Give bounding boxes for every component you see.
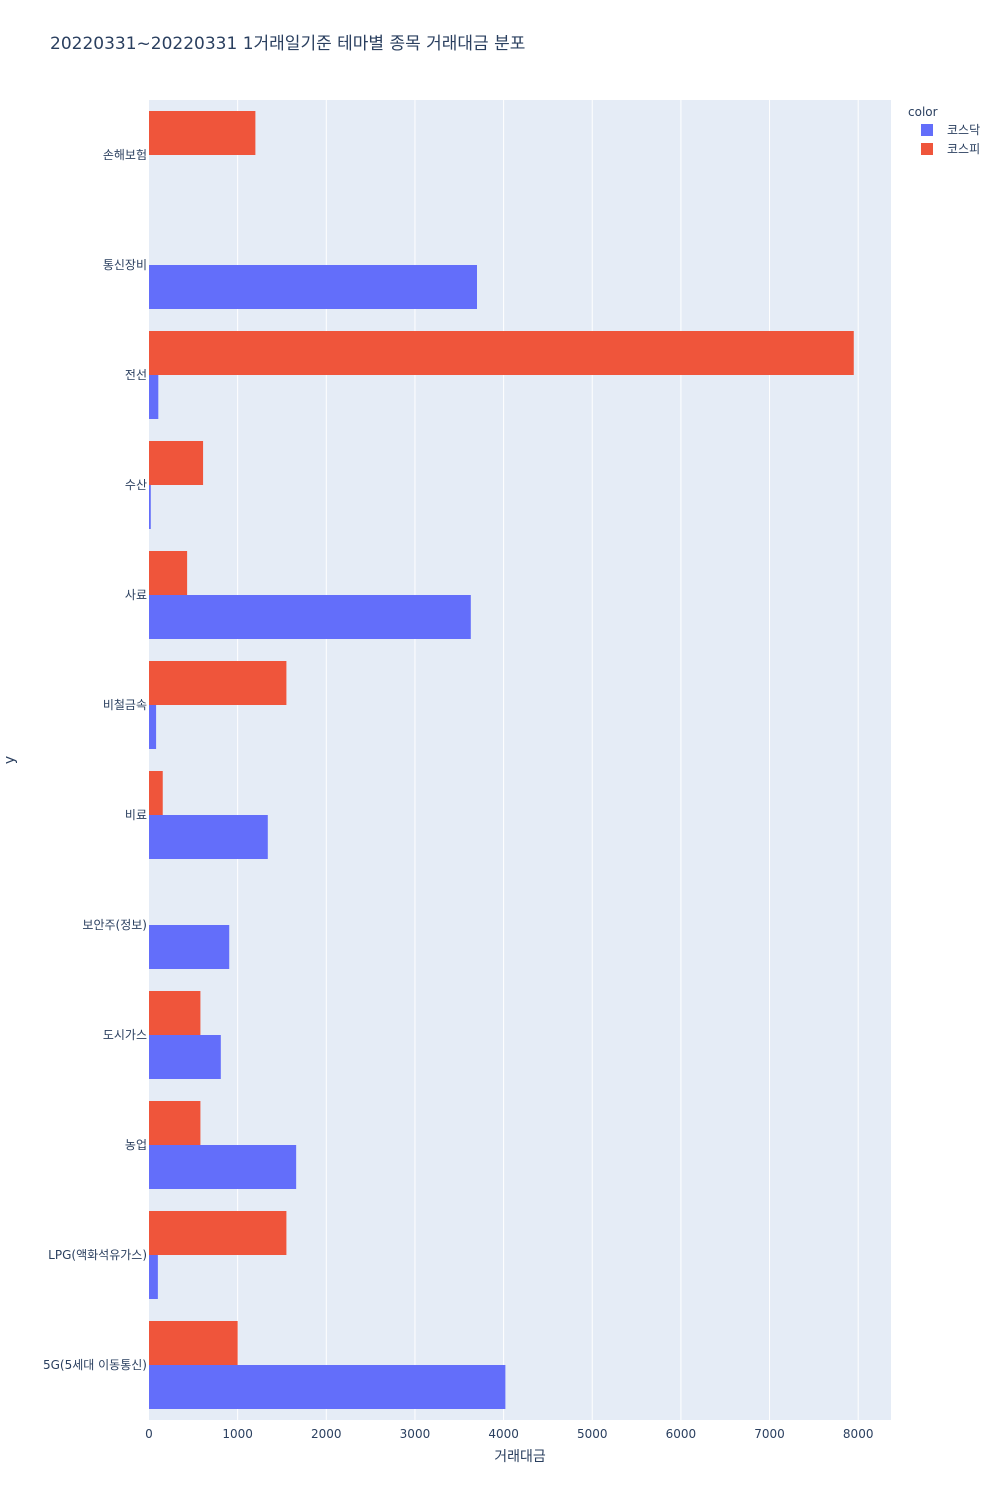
y-tick-label: 통신장비	[103, 258, 147, 272]
x-tick-label: 2000	[311, 1427, 342, 1441]
x-tick-label: 8000	[843, 1427, 874, 1441]
bar-kospi[interactable]	[149, 991, 201, 1035]
bar-kosdaq[interactable]	[149, 1365, 506, 1409]
bar-kosdaq[interactable]	[149, 485, 151, 529]
bar-kospi[interactable]	[149, 661, 287, 705]
bar-kosdaq[interactable]	[149, 265, 478, 309]
legend-label-kospi: 코스피	[947, 142, 980, 156]
y-tick-label: 농업	[125, 1138, 147, 1152]
y-tick-label: LPG(액화석유가스)	[48, 1248, 147, 1262]
x-tick-label: 0	[145, 1427, 153, 1441]
plot-background	[149, 100, 891, 1420]
bar-kospi[interactable]	[149, 1321, 238, 1365]
y-tick-label: 비철금속	[103, 698, 147, 712]
bar-kosdaq[interactable]	[149, 375, 159, 419]
bar-kosdaq[interactable]	[149, 1255, 158, 1299]
legend[interactable]: color 코스닥 코스피	[908, 105, 980, 156]
bar-kospi[interactable]	[149, 111, 256, 155]
legend-title: color	[908, 105, 938, 119]
bar-kospi[interactable]	[149, 771, 163, 815]
legend-swatch-kosdaq	[921, 124, 933, 136]
bar-kosdaq[interactable]	[149, 1035, 221, 1079]
bar-kosdaq[interactable]	[149, 1145, 297, 1189]
legend-label-kosdaq: 코스닥	[947, 123, 980, 137]
bar-kospi[interactable]	[149, 331, 854, 375]
bar-kosdaq[interactable]	[149, 815, 268, 859]
y-tick-label: 수산	[125, 478, 147, 492]
bar-kosdaq[interactable]	[149, 925, 230, 969]
x-axis-title: 거래대금	[494, 1449, 546, 1465]
y-tick-label: 손해보험	[103, 148, 147, 162]
legend-item-kosdaq[interactable]: 코스닥	[921, 123, 980, 137]
bar-kosdaq[interactable]	[149, 595, 471, 639]
bar-kospi[interactable]	[149, 1211, 287, 1255]
x-tick-labels: 0 1000 2000 3000 4000 5000 6000 7000 8000	[145, 1427, 873, 1441]
y-tick-labels: 5G(5세대 이동통신) LPG(액화석유가스) 농업 도시가스 보안주(정보) 비료 비철…	[43, 148, 147, 1372]
x-tick-label: 6000	[666, 1427, 697, 1441]
y-tick-label: 5G(5세대 이동통신)	[43, 1358, 147, 1372]
x-tick-label: 7000	[754, 1427, 785, 1441]
y-tick-label: 사료	[125, 588, 147, 602]
y-axis-title: y	[2, 756, 18, 764]
bars	[149, 111, 854, 1409]
gridlines	[237, 100, 859, 1420]
bar-kospi[interactable]	[149, 551, 188, 595]
bar-kospi[interactable]	[149, 441, 204, 485]
y-tick-label: 비료	[125, 808, 147, 822]
x-tick-label: 5000	[577, 1427, 608, 1441]
x-tick-label: 4000	[488, 1427, 519, 1441]
chart-title: 20220331~20220331 1거래일기준 테마별 종목 거래대금 분포	[50, 34, 525, 54]
y-tick-label: 도시가스	[103, 1028, 147, 1042]
y-tick-label: 전선	[125, 368, 147, 382]
x-tick-label: 3000	[400, 1427, 431, 1441]
legend-item-kospi[interactable]: 코스피	[921, 142, 980, 156]
y-tick-label: 보안주(정보)	[82, 918, 147, 932]
legend-swatch-kospi	[921, 143, 933, 155]
bar-kospi[interactable]	[149, 1101, 201, 1145]
x-tick-label: 1000	[222, 1427, 253, 1441]
bar-kosdaq[interactable]	[149, 705, 157, 749]
